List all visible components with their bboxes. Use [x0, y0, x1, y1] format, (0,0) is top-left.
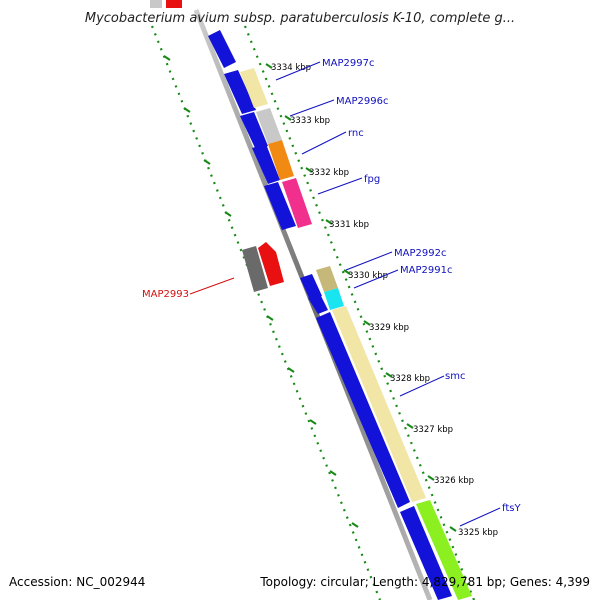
tick-label: 3327 kbp [413, 425, 453, 435]
gene-block[interactable] [316, 266, 338, 292]
gene-block[interactable] [300, 274, 322, 300]
top-clipped-genes [150, 0, 182, 8]
tick-label: 3328 kbp [390, 374, 430, 384]
tick-mark [406, 423, 414, 429]
tick-mark [363, 320, 371, 326]
gene-block[interactable] [258, 242, 284, 286]
gene-block[interactable] [242, 246, 268, 292]
gene-block[interactable] [316, 312, 410, 508]
forward-gene-track [208, 30, 452, 600]
tick-label: 3326 kbp [434, 476, 474, 486]
gene-label[interactable]: MAP2996c [336, 96, 388, 107]
reverse-gene-track [242, 242, 284, 292]
gene-label[interactable]: MAP2997c [322, 58, 374, 69]
tick-label: 3329 kbp [369, 323, 409, 333]
tick-label: 3331 kbp [329, 220, 369, 230]
tick-mark [305, 167, 313, 173]
gene-block[interactable] [324, 288, 344, 310]
colored-gene-track [240, 68, 472, 600]
gene-label[interactable]: rnc [348, 128, 364, 139]
tick-mark [385, 372, 393, 378]
tick-mark [449, 526, 457, 532]
gene-block[interactable] [268, 140, 294, 180]
gene-block[interactable] [264, 182, 296, 230]
gene-block[interactable] [224, 70, 256, 114]
genome-title: Mycobacterium avium subsp. paratuberculo… [85, 11, 515, 26]
gene-block[interactable] [332, 306, 426, 502]
gene-label[interactable]: fpg [364, 174, 380, 185]
scale-ticks: 3334 kbp 3333 kbp 3332 kbp 3331 kbp 3330… [265, 63, 498, 538]
gene-label[interactable]: smc [445, 371, 465, 382]
gene-block[interactable] [252, 144, 280, 184]
tick-label: 3334 kbp [271, 63, 311, 73]
gene-block[interactable] [256, 108, 282, 144]
gene-label[interactable]: ftsY [502, 503, 521, 514]
tick-label: 3333 kbp [290, 116, 330, 126]
accession-text: Accession: NC_002944 [9, 575, 145, 589]
minor-ticks [163, 55, 359, 528]
gene-block[interactable] [240, 68, 268, 108]
tick-label: 3330 kbp [348, 271, 388, 281]
gene-labels: MAP2997c MAP2996c rnc fpg MAP2992c MAP29… [142, 58, 521, 527]
gene-block[interactable] [240, 112, 268, 150]
tick-label: 3325 kbp [458, 528, 498, 538]
tick-mark [427, 475, 435, 481]
tick-mark [343, 269, 351, 275]
tick-mark [265, 63, 273, 69]
gene-block[interactable] [400, 506, 452, 600]
inner-dotted-track [243, 25, 476, 600]
gene-block[interactable] [282, 178, 312, 228]
tick-label: 3332 kbp [309, 168, 349, 178]
tick-mark [284, 115, 292, 121]
gene-label[interactable]: MAP2991c [400, 265, 452, 276]
gene-block[interactable] [308, 294, 328, 314]
gene-label[interactable]: MAP2992c [394, 248, 446, 259]
gene-block[interactable] [416, 500, 472, 600]
tick-mark [325, 219, 333, 225]
gene-label[interactable]: MAP2993 [142, 289, 189, 300]
gene-block[interactable] [208, 30, 236, 68]
genome-summary-text: Topology: circular; Length: 4,829,781 bp… [259, 575, 590, 589]
